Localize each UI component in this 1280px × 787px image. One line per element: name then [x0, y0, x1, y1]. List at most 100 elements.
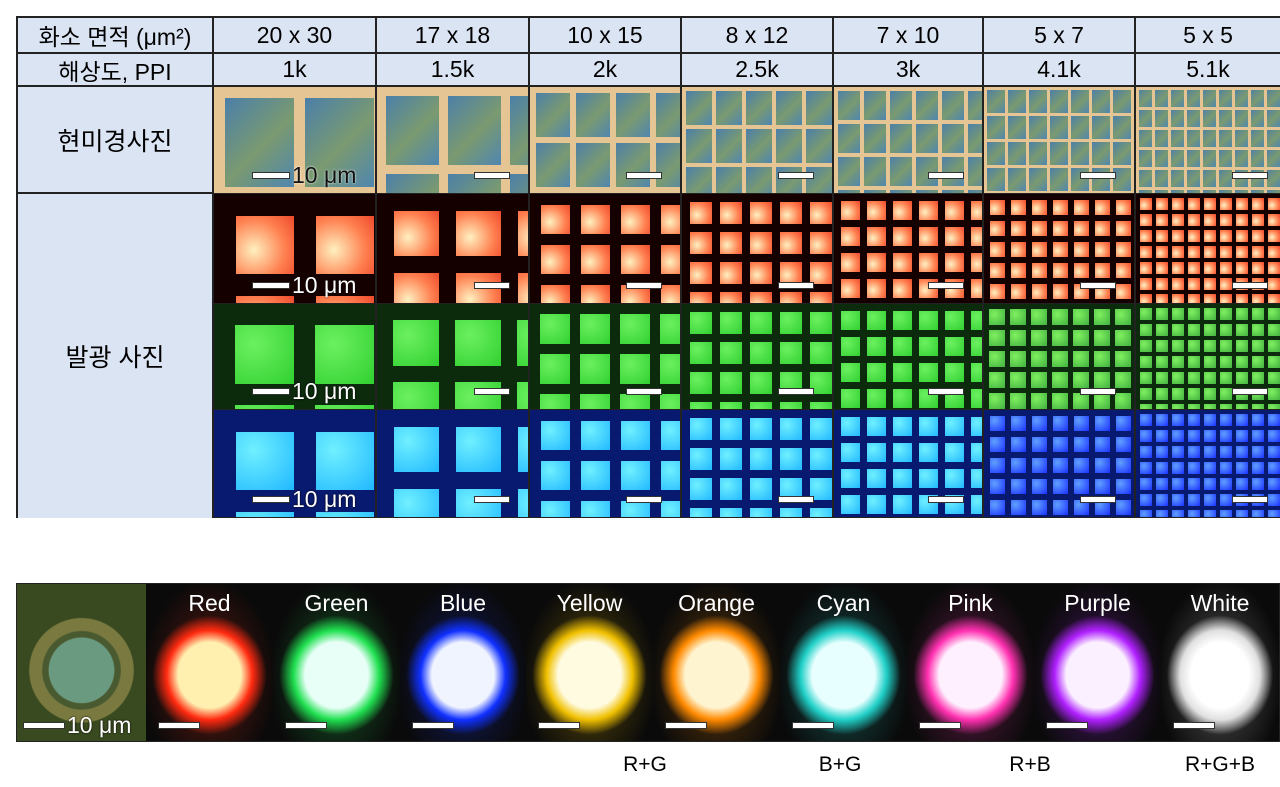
scale-bar	[412, 722, 454, 729]
red-image	[530, 194, 682, 304]
row-label-emission: 발광 사진	[18, 194, 214, 518]
emission-panel-blue: Blue	[400, 584, 526, 741]
scale-bar	[1173, 722, 1215, 729]
emission-color-label: Cyan	[816, 590, 871, 616]
column-area: 17 x 18	[377, 18, 530, 54]
scale-bar	[474, 496, 510, 503]
pixel-size-table: 화소 면적 (μm²) 해상도, PPI 현미경사진 발광 사진 20 x 30…	[16, 16, 1280, 518]
device-micrograph: 10 μm	[17, 584, 147, 741]
scale-bar	[474, 388, 510, 395]
blue-image	[834, 410, 984, 518]
scale-bar	[778, 282, 814, 289]
color-mix-label: R+B	[1009, 753, 1051, 776]
blue-image	[377, 410, 530, 518]
emission-panel-yellow: Yellow	[526, 584, 653, 741]
column-ppi: 2k	[530, 54, 682, 87]
color-mix-label: B+G	[818, 753, 862, 776]
scale-bar	[538, 722, 580, 729]
micro-image	[984, 87, 1136, 194]
scale-bar	[474, 172, 510, 179]
blue-image	[1136, 410, 1280, 518]
scale-bar	[252, 388, 290, 395]
column-ppi: 5.1k	[1136, 54, 1280, 87]
column-ppi: 1k	[214, 54, 377, 87]
scale-bar-label: 10 μm	[292, 378, 357, 404]
emission-color-label: Blue	[439, 590, 487, 616]
micro-image	[530, 87, 682, 194]
column-area: 10 x 15	[530, 18, 682, 54]
scale-bar	[1232, 172, 1268, 179]
emission-panel-green: Green	[273, 584, 400, 741]
blue-image	[682, 410, 834, 518]
green-image	[834, 304, 984, 410]
scale-bar	[252, 172, 290, 179]
color-mix-label: R+G+B	[1184, 753, 1256, 776]
red-image	[682, 194, 834, 304]
column-area: 8 x 12	[682, 18, 834, 54]
scale-bar	[158, 722, 200, 729]
scale-bar	[1080, 496, 1116, 503]
scale-bar	[1080, 172, 1116, 179]
red-image: 10 μm	[214, 194, 377, 304]
emission-panel-white: White	[1161, 584, 1279, 741]
scale-bar	[919, 722, 961, 729]
scale-bar-label: 10 μm	[292, 162, 357, 188]
emission-panel-purple: Purple	[1034, 584, 1161, 741]
scale-bar	[778, 172, 814, 179]
header-ppi-label: 해상도, PPI	[18, 54, 214, 87]
blue-image	[984, 410, 1136, 518]
scale-bar	[1080, 388, 1116, 395]
green-image	[682, 304, 834, 410]
green-image	[984, 304, 1136, 410]
micro-image: 10 μm	[214, 87, 377, 194]
micro-image	[377, 87, 530, 194]
scale-bar	[778, 388, 814, 395]
blue-image: 10 μm	[214, 410, 377, 518]
column-area: 5 x 5	[1136, 18, 1280, 54]
scale-bar	[626, 172, 662, 179]
emission-color-label: Purple	[1064, 590, 1131, 616]
scale-bar	[23, 722, 65, 729]
green-image	[530, 304, 682, 410]
green-image: 10 μm	[214, 304, 377, 410]
green-image	[1136, 304, 1280, 410]
column-area: 7 x 10	[834, 18, 984, 54]
scale-bar	[1080, 282, 1116, 289]
emission-color-label: Green	[304, 590, 369, 616]
scale-bar	[928, 496, 964, 503]
micro-image	[1136, 87, 1280, 194]
emission-panel-red: Red	[146, 584, 273, 741]
scale-bar	[778, 496, 814, 503]
scale-bar	[1046, 722, 1088, 729]
emission-color-label: Pink	[948, 590, 993, 616]
emission-panel-cyan: Cyan	[780, 584, 907, 741]
column-ppi: 1.5k	[377, 54, 530, 87]
green-image	[377, 304, 530, 410]
red-image	[1136, 194, 1280, 304]
emission-panel-pink: Pink	[907, 584, 1034, 741]
red-image	[834, 194, 984, 304]
scale-bar	[928, 172, 964, 179]
scale-bar	[252, 496, 290, 503]
scale-bar	[626, 282, 662, 289]
header-area-label: 화소 면적 (μm²)	[18, 18, 214, 54]
color-emission-strip: 10 μm Red Green Blue Yellow Orange Cyan Pink Pur…	[16, 583, 1280, 742]
scale-bar	[792, 722, 834, 729]
column-area: 20 x 30	[214, 18, 377, 54]
column-ppi: 3k	[834, 54, 984, 87]
emission-color-label: Red	[188, 590, 231, 616]
scale-bar-label: 10 μm	[292, 486, 357, 512]
scale-bar	[1232, 388, 1268, 395]
micro-image	[834, 87, 984, 194]
scale-bar	[1232, 282, 1268, 289]
micro-image	[682, 87, 834, 194]
column-ppi: 4.1k	[984, 54, 1136, 87]
emission-color-label: White	[1190, 590, 1250, 616]
red-image	[377, 194, 530, 304]
emission-color-label: Orange	[678, 590, 755, 616]
scale-bar	[1232, 496, 1268, 503]
scale-bar-label: 10 μm	[67, 712, 132, 738]
emission-color-label: Yellow	[556, 590, 623, 616]
scale-bar	[252, 282, 290, 289]
red-image	[984, 194, 1136, 304]
